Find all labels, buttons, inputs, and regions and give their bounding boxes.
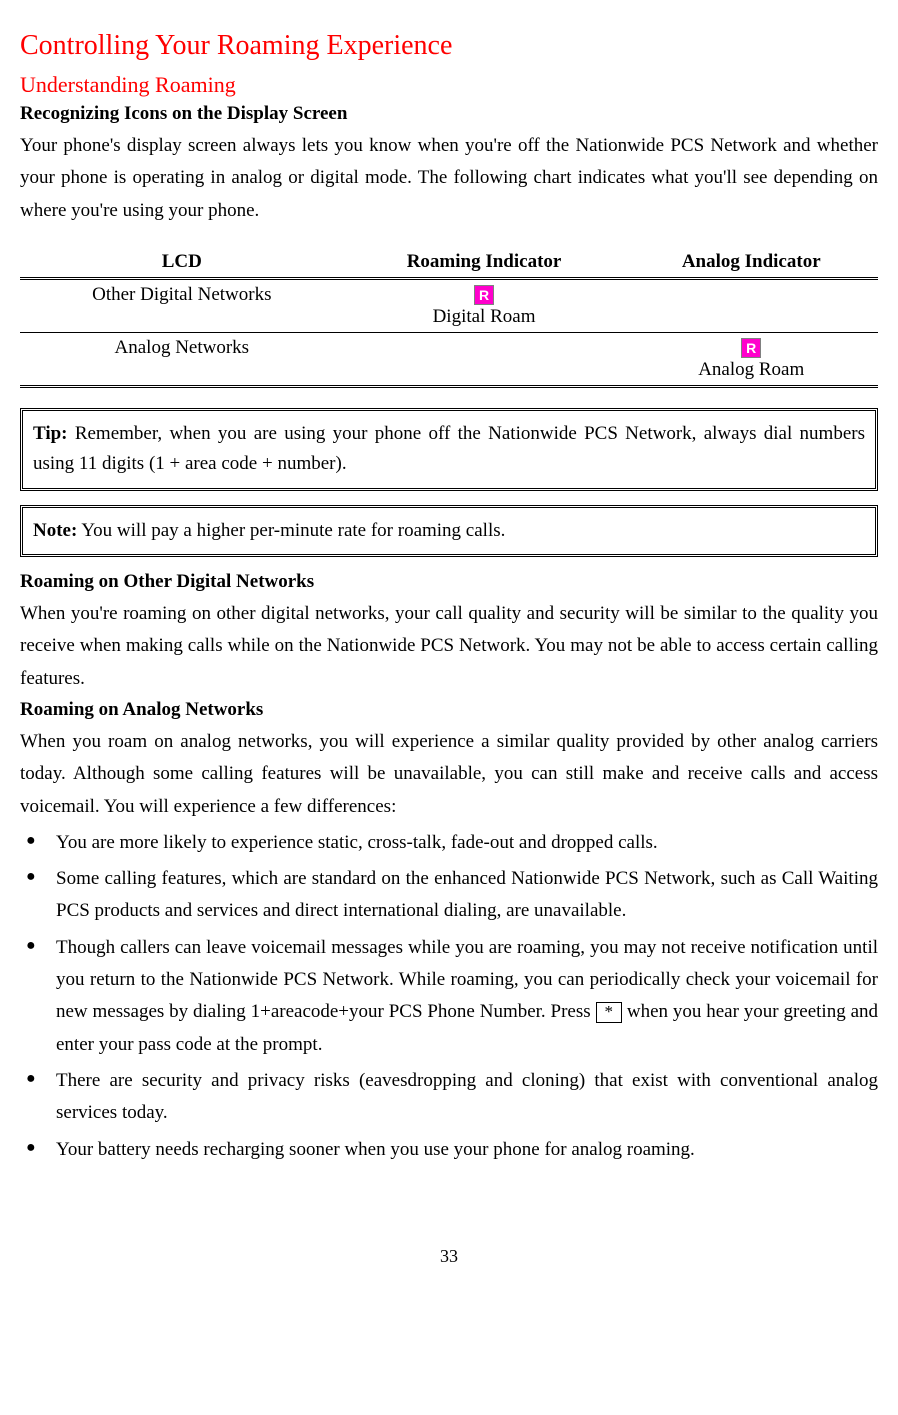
section-subheading: Roaming on Analog Networks (20, 699, 878, 721)
main-title: Controlling Your Roaming Experience (20, 30, 878, 62)
note-text: You will pay a higher per-minute rate fo… (77, 520, 505, 541)
icon-label: Analog Roam (698, 359, 804, 380)
table-cell (624, 278, 878, 332)
table-cell (344, 332, 625, 386)
roaming-table: LCD Roaming Indicator Analog Indicator O… (20, 247, 878, 388)
tip-label: Tip: (33, 423, 68, 444)
list-item: Your battery needs recharging sooner whe… (20, 1134, 878, 1166)
section-body: When you're roaming on other digital net… (20, 598, 878, 695)
table-header: LCD (20, 247, 344, 279)
asterisk-key: * (596, 1002, 623, 1023)
table-cell: Analog Networks (20, 332, 344, 386)
table-cell: R Analog Roam (624, 332, 878, 386)
table-cell: R Digital Roam (344, 278, 625, 332)
list-item: Some calling features, which are standar… (20, 863, 878, 928)
table-header: Roaming Indicator (344, 247, 625, 279)
note-box: Note: You will pay a higher per-minute r… (20, 505, 878, 557)
list-item: There are security and privacy risks (ea… (20, 1065, 878, 1130)
table-cell: Other Digital Networks (20, 278, 344, 332)
section-subheading: Roaming on Other Digital Networks (20, 571, 878, 593)
table-header: Analog Indicator (624, 247, 878, 279)
section-heading: Understanding Roaming (20, 72, 878, 98)
section-body: Your phone's display screen always lets … (20, 130, 878, 227)
icon-label: Digital Roam (433, 306, 536, 327)
tip-text: Remember, when you are using your phone … (33, 423, 865, 474)
page-number: 33 (20, 1246, 878, 1267)
roam-icon: R (741, 338, 761, 358)
section-body: When you roam on analog networks, you wi… (20, 726, 878, 823)
list-item: Though callers can leave voicemail messa… (20, 932, 878, 1061)
bullet-list: You are more likely to experience static… (20, 827, 878, 1166)
section-subheading: Recognizing Icons on the Display Screen (20, 103, 878, 125)
tip-box: Tip: Remember, when you are using your p… (20, 408, 878, 491)
list-item: You are more likely to experience static… (20, 827, 878, 859)
note-label: Note: (33, 520, 77, 541)
roam-icon: R (474, 285, 494, 305)
